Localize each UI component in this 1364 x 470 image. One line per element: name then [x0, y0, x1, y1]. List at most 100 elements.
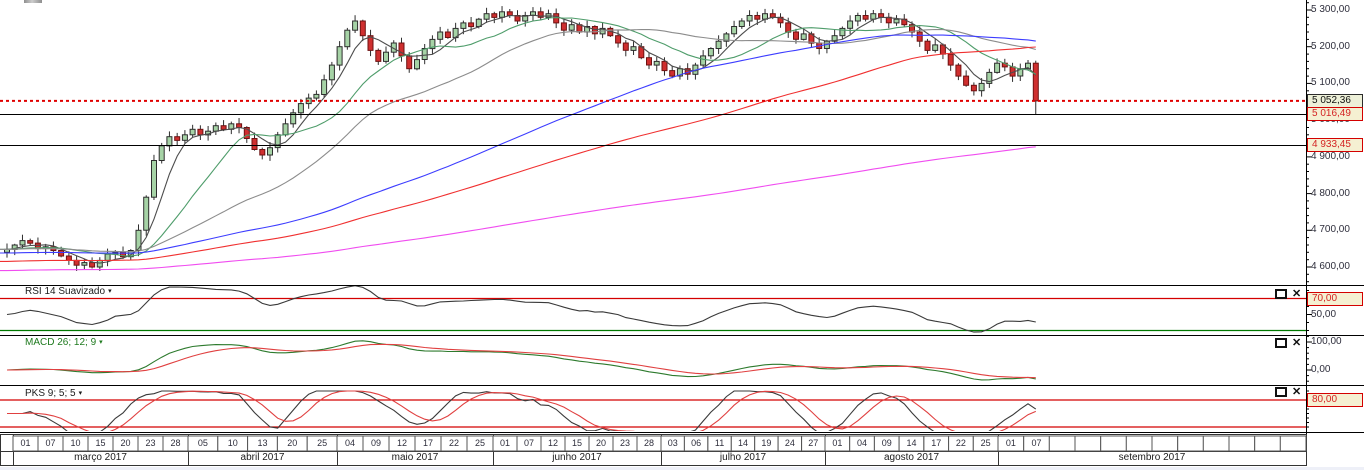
day-cell-label: 10	[70, 438, 81, 448]
day-cell	[1151, 435, 1179, 452]
day-cell	[1048, 435, 1076, 452]
day-cell-label: 22	[955, 438, 966, 448]
y-axis-label: 4 700,00	[1311, 224, 1350, 235]
day-cell-label: 01	[832, 438, 843, 448]
day-cell-label: 14	[906, 438, 917, 448]
moving-average-line[interactable]	[0, 146, 1036, 272]
day-cell-label: 14	[737, 438, 748, 448]
maximize-panel-button[interactable]	[1275, 387, 1287, 397]
day-cell	[1125, 435, 1153, 452]
day-cell-label: 07	[1031, 438, 1042, 448]
pks-panel-title[interactable]: PKS 9; 5; 5 ▾	[25, 388, 82, 399]
day-cell-label: 12	[396, 438, 407, 448]
pks-panel-buttons: ✕	[1275, 386, 1302, 398]
y-axis-label: 5 200,00	[1311, 41, 1350, 52]
day-cell-label: 12	[547, 438, 558, 448]
day-cell-label: 27	[808, 438, 819, 448]
day-cell-label: 09	[370, 438, 381, 448]
y-axis-label: 4 800,00	[1311, 188, 1350, 199]
macd-axis-label: 100,00	[1311, 336, 1342, 347]
dropdown-arrow-icon[interactable]: ▾	[108, 288, 112, 295]
day-cell-label: 20	[595, 438, 606, 448]
y-axis-label: 5 300,00	[1311, 4, 1350, 15]
price-alert-marker[interactable]: 5 016,49	[1307, 107, 1363, 121]
rsi-panel-title[interactable]: RSI 14 Suavizado ▾	[25, 286, 112, 297]
day-cell-label: 23	[619, 438, 630, 448]
day-cell-label: 13	[257, 438, 268, 448]
day-cell-label: 25	[474, 438, 485, 448]
rsi-level-marker[interactable]: 70,00	[1307, 292, 1363, 306]
moving-average-line[interactable]	[0, 46, 1036, 262]
day-cell-label: 11	[714, 438, 725, 448]
macd-panel-title[interactable]: MACD 26; 12; 9 ▾	[25, 337, 103, 348]
maximize-panel-button[interactable]	[1275, 289, 1287, 299]
day-cell-label: 25	[980, 438, 991, 448]
month-label: abril 2017	[240, 452, 285, 463]
day-cell-label: 03	[667, 438, 678, 448]
day-cell	[1074, 435, 1102, 452]
moving-average-line[interactable]	[0, 28, 1036, 253]
macd-line	[6, 340, 1036, 381]
day-cell-label: 07	[523, 438, 534, 448]
moving-average-line[interactable]	[0, 14, 1037, 264]
month-label: maio 2017	[391, 452, 439, 463]
y-axis-label: 4 900,00	[1311, 151, 1350, 162]
pks-panel-label: PKS 9; 5; 5	[25, 388, 76, 399]
day-cell-label: 20	[287, 438, 298, 448]
day-cell	[1254, 435, 1281, 452]
day-cell	[1202, 435, 1230, 452]
day-cell-label: 09	[881, 438, 892, 448]
day-cell	[1177, 435, 1204, 452]
day-cell	[1228, 435, 1256, 452]
day-cell-label: 28	[643, 438, 654, 448]
day-cell-label: 20	[120, 438, 131, 448]
day-cell-label: 01	[1005, 438, 1016, 448]
day-cell-label: 05	[197, 438, 208, 448]
day-cell-label: 23	[145, 438, 156, 448]
last-price-marker[interactable]: 5 052,36	[1307, 94, 1363, 108]
pks-level-marker[interactable]: 80,00	[1307, 393, 1363, 407]
maximize-panel-button[interactable]	[1275, 338, 1287, 348]
pks-d-line	[7, 390, 1037, 431]
day-cell-label: 15	[95, 438, 106, 448]
dropdown-arrow-icon[interactable]: ▾	[78, 390, 83, 397]
day-cell-label: 17	[422, 438, 433, 448]
macd-signal-line	[6, 343, 1036, 379]
month-label: julho 2017	[719, 452, 767, 463]
day-cell	[1100, 435, 1127, 452]
pks-k-line	[7, 390, 1037, 431]
y-axis-label: 5 100,00	[1311, 77, 1350, 88]
rsi-panel-label: RSI 14 Suavizado	[25, 286, 106, 297]
rsi-panel-buttons: ✕	[1275, 288, 1302, 300]
month-label: agosto 2017	[883, 452, 940, 463]
rsi-axis-label: 50,00	[1311, 309, 1337, 320]
day-cell-label: 24	[784, 438, 795, 448]
day-cell-label: 06	[691, 438, 702, 448]
day-cell-label: 25	[317, 438, 328, 448]
day-cell	[1279, 435, 1307, 452]
day-cell-label: 17	[931, 438, 942, 448]
day-cell-label: 07	[45, 438, 56, 448]
bottom-strip	[0, 467, 1364, 470]
y-axis-label: 4 600,00	[1311, 261, 1350, 272]
month-label: junho 2017	[552, 452, 602, 463]
moving-average-line[interactable]	[0, 34, 1036, 254]
day-cell-label: 19	[761, 438, 772, 448]
candlestick-series	[4, 6, 1039, 271]
moving-average-line[interactable]	[0, 17, 1037, 257]
day-cell-label: 28	[170, 438, 181, 448]
close-panel-button[interactable]: ✕	[1292, 386, 1302, 398]
day-cell-label: 10	[227, 438, 238, 448]
close-panel-button[interactable]: ✕	[1292, 288, 1302, 300]
day-cell-label: 15	[571, 438, 582, 448]
rsi-line	[6, 286, 1036, 333]
price-alert-marker[interactable]: 4 933,45	[1307, 138, 1363, 152]
day-cell-label: 04	[857, 438, 868, 448]
macd-axis-label: 0,00	[1311, 364, 1331, 375]
macd-panel-label: MACD 26; 12; 9	[25, 337, 97, 348]
close-panel-button[interactable]: ✕	[1292, 337, 1302, 349]
dropdown-arrow-icon[interactable]: ▾	[99, 339, 103, 346]
month-label: março 2017	[74, 452, 127, 463]
month-label: setembro 2017	[1118, 452, 1186, 463]
